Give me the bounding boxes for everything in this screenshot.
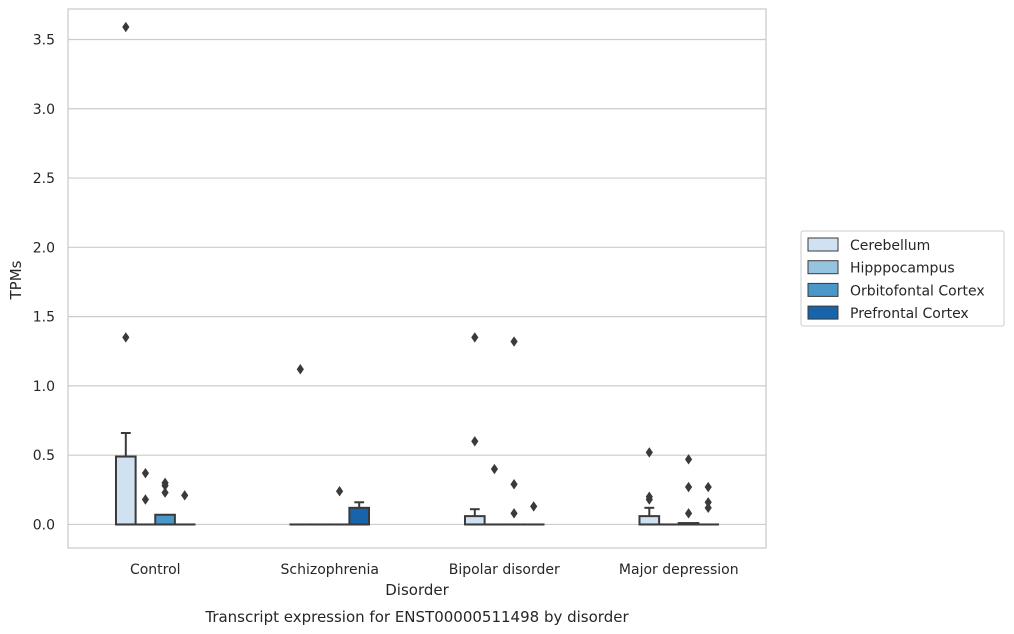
box-group [463, 332, 486, 526]
y-tick-label: 0.0 [33, 517, 55, 533]
x-tick-label: Major depression [619, 562, 739, 578]
outlier-point [141, 494, 150, 505]
outlier-point [684, 481, 693, 493]
legend-label: Cerebellum [850, 238, 930, 254]
x-tick-label: Bipolar disorder [449, 562, 560, 578]
box-group [348, 501, 371, 526]
box-group [328, 485, 351, 526]
outlier-point [141, 467, 150, 479]
outlier-point [161, 477, 169, 489]
outlier-point [161, 487, 169, 498]
outlier-point [335, 485, 344, 497]
box-group [522, 501, 545, 526]
x-tick-labels: Control Schizophrenia Bipolar disorder Majo… [130, 562, 739, 578]
box-group [677, 454, 700, 526]
y-tick-labels: 0.0 0.5 1.0 1.5 2.0 2.5 3.0 3.5 [33, 32, 55, 533]
outlier-point [684, 508, 693, 519]
outlier-point [645, 447, 653, 458]
box-group [134, 467, 157, 526]
outlier-point [181, 490, 189, 501]
x-tick-label: Control [130, 562, 181, 578]
legend-label: Prefrontal Cortex [850, 306, 969, 322]
legend-swatch [807, 305, 839, 320]
box-group [638, 447, 661, 526]
legend: Cerebellum Hipppocampus Orbitofontal Corte… [800, 230, 1005, 327]
outlier-point [645, 491, 653, 502]
outlier-point [704, 502, 712, 514]
box [348, 506, 371, 526]
box-group [697, 481, 720, 526]
outlier-point [530, 501, 538, 512]
legend-label: Orbitofontal Cortex [850, 283, 985, 299]
x-tick-label: Schizophrenia [281, 562, 379, 578]
y-tick-label: 0.5 [33, 448, 55, 464]
chart-title: Transcript expression for ENST0000051149… [204, 608, 629, 626]
y-tick-label: 3.5 [33, 32, 55, 48]
outlier-point [471, 436, 479, 447]
legend-items: Cerebellum Hipppocampus Orbitofontal Corte… [807, 237, 985, 322]
outlier-point [490, 463, 499, 475]
y-axis-label: TPMs [7, 260, 25, 300]
outlier-point [510, 479, 518, 490]
y-tick-label: 3.0 [33, 102, 55, 118]
box-group [503, 336, 525, 526]
outlier-point [122, 332, 130, 343]
legend-swatch [807, 260, 839, 275]
outlier-point [510, 336, 518, 347]
box [154, 513, 176, 526]
legend-label: Hipppocampus [850, 261, 955, 277]
grid-layer [68, 38, 766, 526]
outlier-point [122, 21, 130, 33]
outlier-point [704, 497, 712, 508]
y-tick-label: 1.0 [33, 379, 55, 395]
legend-swatch [807, 282, 839, 297]
outlier-point [471, 332, 479, 343]
outlier-point [704, 481, 712, 493]
plot-frame [67, 8, 767, 549]
box [638, 515, 661, 526]
box [463, 515, 486, 526]
box-group [289, 364, 312, 526]
outlier-point [684, 454, 693, 465]
boxes-layer [114, 21, 720, 526]
box-group [173, 490, 196, 526]
y-tick-label: 2.5 [33, 171, 55, 187]
legend-frame [800, 230, 1005, 327]
outlier-point [510, 508, 518, 519]
outlier-point [296, 364, 304, 375]
box-group [483, 463, 506, 526]
y-tick-label: 2.0 [33, 240, 55, 256]
x-axis-label: Disorder [385, 581, 449, 599]
box-group [154, 477, 176, 526]
y-tick-label: 1.5 [33, 310, 55, 326]
box-group [114, 21, 137, 526]
legend-swatch [807, 237, 839, 252]
box [114, 455, 137, 526]
